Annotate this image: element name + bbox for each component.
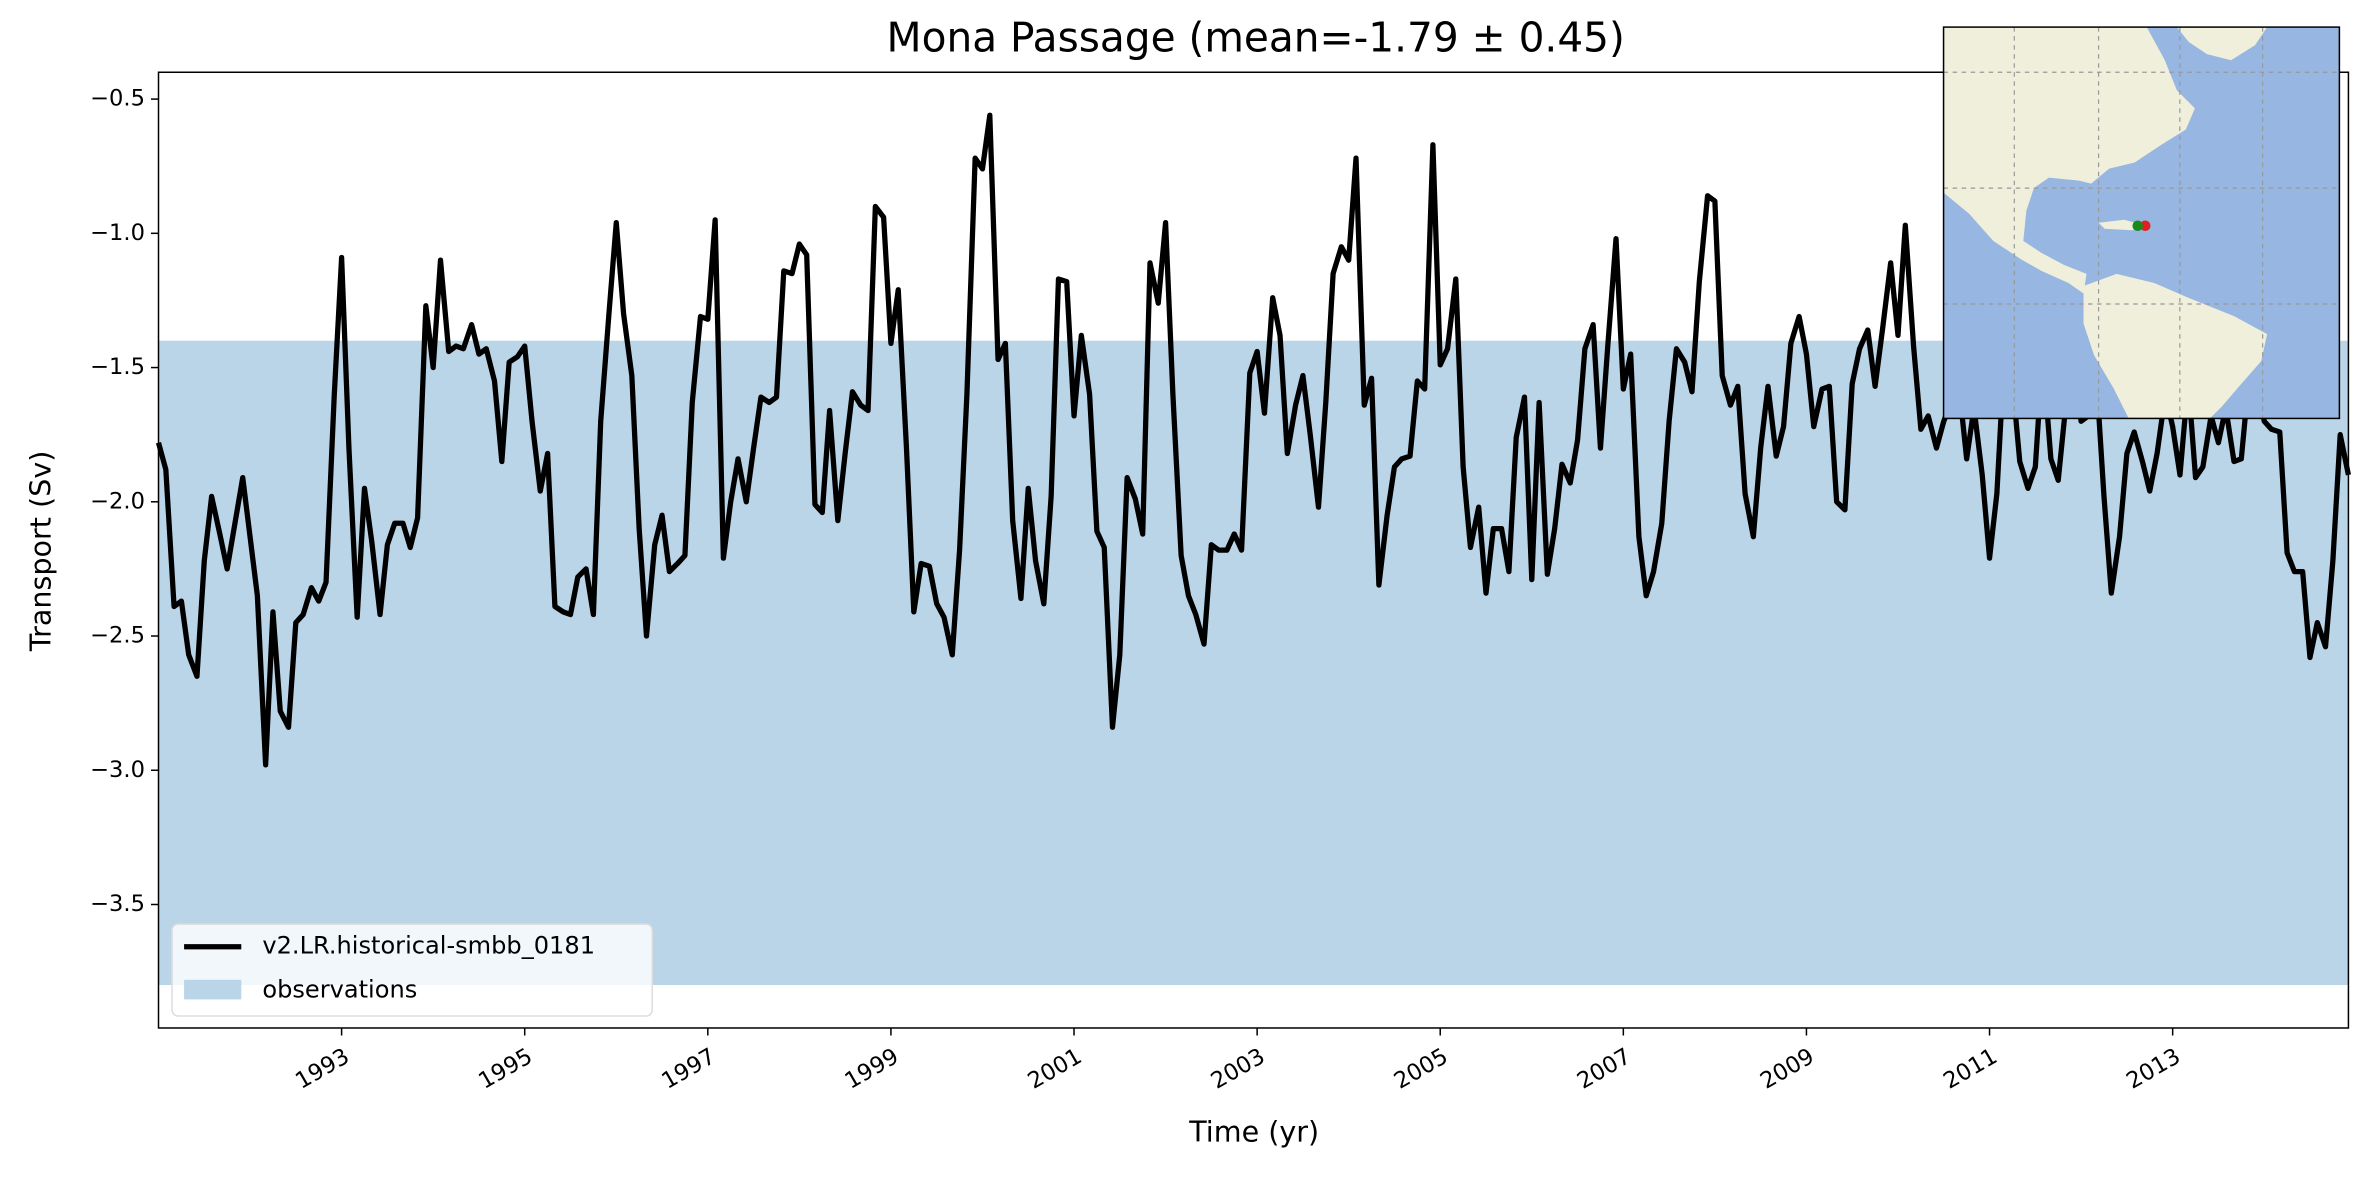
legend-label: observations [262, 975, 417, 1003]
x-tick-label: 1999 [840, 1043, 903, 1094]
y-tick-label: −2.0 [90, 488, 145, 514]
x-axis-label: Time (yr) [1188, 1114, 1319, 1148]
x-tick-label: 1993 [291, 1043, 354, 1094]
legend-band-swatch [184, 979, 242, 1000]
legend-box [171, 923, 653, 1017]
x-tick-label: 2013 [2122, 1043, 2185, 1094]
map-land [2083, 273, 2268, 419]
y-tick-label: −3.5 [90, 891, 145, 917]
chart-title: Mona Passage (mean=-1.79 ± 0.45) [887, 14, 1625, 62]
x-tick-label: 2009 [1756, 1043, 1819, 1094]
map-marker [2139, 220, 2151, 232]
x-tick-label: 2007 [1573, 1043, 1636, 1094]
x-tick-label: 2011 [1939, 1043, 2002, 1094]
legend: v2.LR.historical-smbb_0181 observations [171, 923, 653, 1017]
x-tick-label: 2001 [1024, 1043, 1087, 1094]
map-frame [1942, 26, 2341, 420]
map-land [1943, 27, 2195, 294]
y-tick-label: −1.5 [90, 354, 145, 380]
y-tick-label: −3.0 [90, 757, 145, 783]
map-inset [1942, 26, 2341, 420]
y-tick-label: −2.5 [90, 623, 145, 649]
series-line [155, 112, 2352, 768]
y-tick-label: −1.0 [90, 220, 145, 246]
plot-area [155, 112, 2352, 986]
y-tick-label: −0.5 [90, 86, 145, 112]
observation-band [158, 340, 2349, 986]
x-tick-label: 1997 [657, 1043, 720, 1094]
legend-label: v2.LR.historical-smbb_0181 [262, 932, 595, 960]
axes-frame [157, 71, 2350, 1029]
x-tick-label: 1995 [474, 1043, 537, 1094]
map-grid [1943, 27, 2340, 419]
x-tick-label: 2003 [1207, 1043, 1270, 1094]
map-land [2176, 27, 2268, 61]
x-tick-label: 2005 [1390, 1043, 1453, 1094]
y-axis-label: Transport (Sv) [24, 451, 58, 653]
map-marker [2132, 220, 2143, 232]
